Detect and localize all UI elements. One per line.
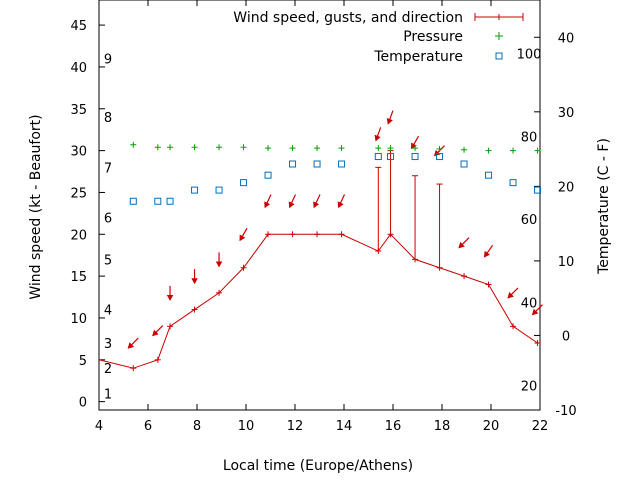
- beaufort-label: 3: [104, 337, 112, 352]
- fahrenheit-label: 100: [517, 48, 542, 63]
- y-tick-label: 45: [70, 19, 87, 34]
- axis-ticks: [98, 0, 541, 411]
- y-tick-label: 15: [70, 270, 87, 285]
- temperature-point: [289, 160, 297, 168]
- beaufort-label: 4: [104, 304, 112, 319]
- temperature-point: [166, 197, 174, 205]
- temperature-point: [411, 153, 419, 161]
- temperature-point: [387, 153, 395, 161]
- beaufort-label: 1: [104, 387, 112, 402]
- y-tick-label: 35: [70, 103, 87, 118]
- wind-direction-arrowhead: [411, 142, 417, 150]
- y-tick-label: 20: [70, 228, 87, 243]
- beaufort-label: 9: [104, 53, 112, 68]
- y-tick-label: 10: [70, 312, 87, 327]
- wind-direction-arrowhead: [127, 342, 135, 349]
- wind-direction-arrowhead: [313, 201, 320, 209]
- y2-tick-label: 10: [558, 255, 575, 270]
- wind-direction-arrowhead: [215, 261, 223, 268]
- temperature-point: [534, 186, 542, 194]
- beaufort-label: 2: [104, 362, 112, 377]
- wind-speed-line: [98, 233, 540, 369]
- y-tick-label: 30: [70, 145, 87, 160]
- temperature-point: [264, 171, 272, 179]
- legend: Wind speed, gusts, and direction Pressur…: [233, 10, 524, 65]
- wind-direction-arrowhead: [374, 134, 381, 142]
- series-layer: [98, 110, 543, 372]
- y2-tick-label: 20: [558, 180, 575, 195]
- wind-direction-arrowhead: [264, 201, 271, 209]
- fahrenheit-label: 80: [521, 130, 538, 145]
- temperature-point: [129, 197, 137, 205]
- x-tick-label: 18: [434, 419, 451, 434]
- x-axis-label: Local time (Europe/Athens): [223, 458, 413, 474]
- y2-tick-label: -10: [555, 404, 576, 419]
- temperature-point: [215, 186, 223, 194]
- temperature-point: [313, 160, 321, 168]
- y2-tick-label: 0: [562, 329, 570, 344]
- beaufort-label: 5: [104, 253, 112, 268]
- fahrenheit-label: 60: [521, 213, 538, 228]
- x-tick-label: 16: [385, 419, 402, 434]
- x-tick-label: 4: [95, 419, 103, 434]
- plot-frame: [98, 0, 541, 411]
- y-tick-label: 40: [70, 61, 87, 76]
- x-tick-label: 8: [193, 419, 201, 434]
- y2-tick-label: 30: [558, 106, 575, 121]
- legend-label-pressure: Pressure: [403, 29, 463, 45]
- beaufort-label: 8: [104, 111, 112, 126]
- temperature-point: [154, 197, 162, 205]
- y-axis-label: Wind speed (kt - Beaufort): [28, 114, 44, 299]
- wind-direction-arrowhead: [458, 241, 465, 249]
- temperature-point: [240, 179, 248, 187]
- legend-label-temperature: Temperature: [373, 49, 463, 65]
- x-tick-label: 10: [238, 419, 255, 434]
- beaufort-label: 7: [104, 161, 112, 176]
- y2-axis-label: Temperature (C - F): [596, 138, 612, 275]
- y2-tick-label: 40: [558, 31, 575, 46]
- y-tick-label: 0: [79, 396, 87, 411]
- temperature-point: [338, 160, 346, 168]
- wind-direction-arrowhead: [531, 308, 539, 316]
- wind-direction-arrowhead: [239, 234, 246, 242]
- temperature-point: [485, 171, 493, 179]
- wind-direction-arrowhead: [386, 118, 393, 125]
- fahrenheit-label: 40: [521, 297, 538, 312]
- legend-label-wind: Wind speed, gusts, and direction: [233, 10, 463, 26]
- temperature-point: [460, 160, 468, 168]
- wind-direction-arrowhead: [166, 294, 174, 301]
- wind-direction-arrowhead: [191, 278, 198, 285]
- wind-direction-arrowhead: [337, 201, 344, 209]
- x-tick-label: 6: [144, 419, 152, 434]
- wind-direction-arrowhead: [507, 292, 514, 299]
- y-tick-label: 5: [79, 354, 87, 369]
- wind-direction-arrowhead: [152, 329, 159, 337]
- wind-direction-arrowhead: [483, 250, 490, 258]
- x-tick-label: 20: [483, 419, 500, 434]
- wind-direction-arrowhead: [288, 201, 295, 209]
- x-tick-label: 22: [532, 419, 549, 434]
- x-tick-label: 12: [287, 419, 304, 434]
- x-tick-label: 14: [336, 419, 353, 434]
- legend-temperature-mark: [495, 52, 503, 60]
- temperature-point: [509, 179, 517, 187]
- beaufort-label: 6: [104, 212, 112, 227]
- temperature-point: [191, 186, 199, 194]
- tick-labels: 4 6 8 10 12 14 16 18 20 22051015202530354045-1001…: [70, 19, 576, 434]
- temperature-point: [374, 153, 382, 161]
- y-tick-label: 25: [70, 186, 87, 201]
- fahrenheit-label: 20: [521, 379, 538, 394]
- temperature-point: [436, 153, 444, 161]
